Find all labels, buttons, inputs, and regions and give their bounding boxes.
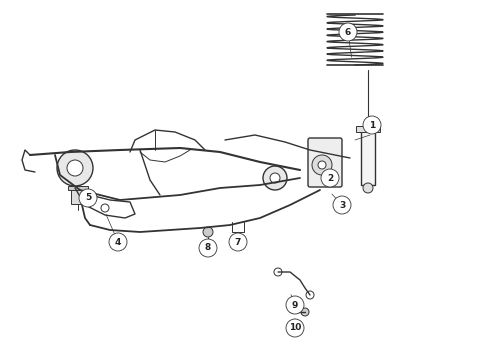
Text: 4: 4: [115, 238, 121, 247]
Circle shape: [57, 150, 93, 186]
Circle shape: [312, 155, 332, 175]
Text: 6: 6: [345, 27, 351, 36]
Circle shape: [229, 233, 247, 251]
Circle shape: [286, 296, 304, 314]
Circle shape: [274, 268, 282, 276]
Circle shape: [203, 227, 213, 237]
Bar: [361, 130, 375, 185]
Circle shape: [109, 233, 127, 251]
Circle shape: [67, 160, 83, 176]
Circle shape: [301, 308, 309, 316]
Circle shape: [363, 116, 381, 134]
FancyBboxPatch shape: [308, 138, 342, 187]
Circle shape: [321, 169, 339, 187]
Text: 2: 2: [327, 174, 333, 183]
Circle shape: [79, 189, 97, 207]
Circle shape: [263, 166, 287, 190]
Circle shape: [270, 173, 280, 183]
Circle shape: [318, 161, 326, 169]
Text: 3: 3: [339, 201, 345, 210]
Bar: [68, 186, 88, 190]
Text: 9: 9: [292, 301, 298, 310]
Circle shape: [339, 23, 357, 41]
Bar: [71, 188, 85, 204]
Circle shape: [101, 204, 109, 212]
Circle shape: [333, 196, 351, 214]
Circle shape: [199, 239, 217, 257]
Bar: [356, 126, 380, 132]
Circle shape: [286, 319, 304, 337]
Text: 10: 10: [289, 324, 301, 333]
Text: 8: 8: [205, 243, 211, 252]
Text: 5: 5: [85, 194, 91, 202]
Text: 1: 1: [369, 121, 375, 130]
Text: 7: 7: [235, 238, 241, 247]
Circle shape: [363, 183, 373, 193]
Circle shape: [306, 291, 314, 299]
